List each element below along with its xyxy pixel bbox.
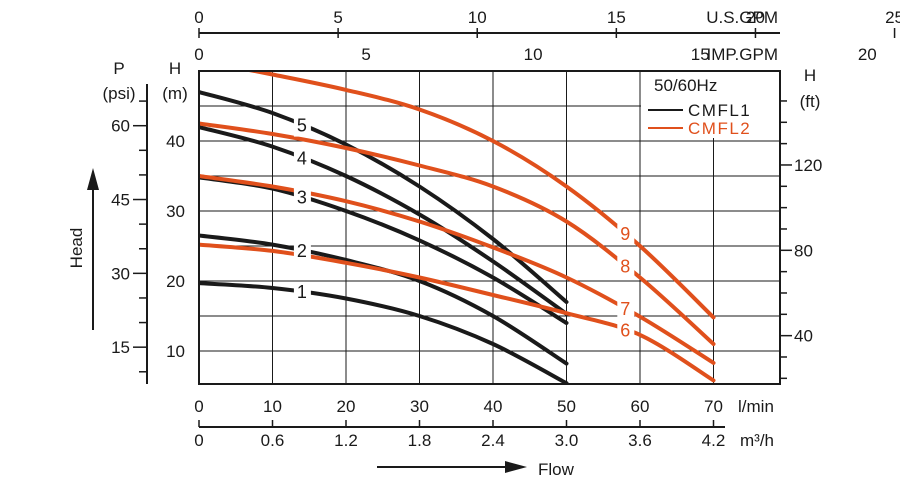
curve-label-bg (617, 256, 635, 278)
impgpm-tick-label: 15 (691, 45, 710, 64)
impgpm-unit-label: IMP.GPM (707, 45, 778, 64)
m-unit-letter: H (169, 59, 181, 78)
lmin-unit-label: l/min (738, 397, 774, 416)
curve-label-bg (293, 148, 311, 170)
psi-unit-label: (psi) (102, 84, 135, 103)
curve-label-bg (293, 187, 311, 209)
curve-5 (199, 90, 569, 304)
curve-1 (199, 281, 569, 384)
curve-label-2: 2 (297, 241, 307, 261)
curve-label-bg (293, 282, 311, 304)
ft-tick-label: 80 (794, 241, 813, 260)
legend-item-cmfl2: CMFL2 (648, 119, 751, 138)
head-label: Head (67, 228, 86, 269)
m-tick-label: 30 (166, 202, 185, 221)
m3h-tick-label: 1.2 (334, 431, 358, 450)
ft-tick-label: 40 (794, 327, 813, 346)
psi-tick-label: 30 (111, 264, 130, 283)
ft-unit-letter: H (804, 66, 816, 85)
lmin-tick-label: 10 (263, 397, 282, 416)
flow-label: Flow (538, 460, 575, 479)
curve-label-bg (293, 240, 311, 262)
impgpm-tick-label: 0 (194, 45, 203, 64)
legend: 50/60Hz CMFL1 CMFL2 (641, 72, 779, 138)
m3h-tick-label: 0.6 (261, 431, 285, 450)
m3h-tick-label: 3.6 (628, 431, 652, 450)
flow-arrow-icon (505, 461, 527, 473)
curve-7 (199, 174, 716, 365)
m3h-unit-label: m³/h (740, 431, 774, 450)
m-tick-label: 10 (166, 342, 185, 361)
usgpm-unit-label: U.S.GPM (706, 8, 778, 27)
ft-tick-label: 120 (794, 156, 822, 175)
head-arrow-icon (87, 168, 99, 190)
flow-axis-title: Flow (377, 460, 575, 479)
lmin-tick-label: 60 (631, 397, 650, 416)
m3h-tick-label: 3.0 (555, 431, 579, 450)
impgpm-tick-label: 10 (524, 45, 543, 64)
usgpm-axis: 0 5 10 15 20 25 U.S.GPM (194, 8, 900, 38)
m3h-tick-label: 1.8 (408, 431, 432, 450)
curve-label-9: 9 (620, 224, 630, 244)
usgpm-tick-label: 25 (885, 8, 900, 27)
m-tick-label: 40 (166, 132, 185, 151)
psi-tick-label: 15 (111, 338, 130, 357)
impgpm-tick-label: 5 (361, 45, 370, 64)
curve-label-7: 7 (620, 299, 630, 319)
psi-tick-label: 60 (111, 117, 130, 136)
curve-label-5: 5 (297, 116, 307, 136)
curve-label-1: 1 (297, 282, 307, 302)
curve-label-bg (293, 115, 311, 137)
legend-label-cmfl1: CMFL1 (688, 101, 751, 120)
usgpm-tick-label: 10 (468, 8, 487, 27)
m-tick-label: 20 (166, 272, 185, 291)
m-axis: 10 20 30 40 H (m) (162, 59, 187, 361)
curve-9 (244, 71, 716, 320)
lmin-tick-label: 40 (484, 397, 503, 416)
impgpm-tick-label: 20 (858, 45, 877, 64)
legend-item-cmfl1: CMFL1 (648, 101, 751, 120)
ft-axis: 40 80 120 H (ft) (780, 66, 822, 380)
head-axis-title: Head (67, 168, 99, 330)
m3h-tick-label: 4.2 (702, 431, 726, 450)
curve-label-bg (617, 224, 635, 246)
m3h-tick-label: 2.4 (481, 431, 505, 450)
psi-tick-label: 45 (111, 191, 130, 210)
legend-heading: 50/60Hz (654, 76, 717, 95)
plot-area: 1 2 3 4 5 67 8 9 (198, 70, 781, 385)
curve-label-bg (617, 298, 635, 320)
usgpm-tick-label: 0 (194, 8, 203, 27)
m3h-axis: 0 0.6 1.2 1.8 2.4 3.0 3.6 4.2 m³/h (194, 420, 774, 450)
curve-8 (199, 121, 716, 346)
lmin-tick-label: 50 (557, 397, 576, 416)
m3h-tick-label: 0 (194, 431, 203, 450)
curve-label-8: 8 (620, 256, 630, 276)
curve-label-bg (617, 320, 635, 342)
curve-label-4: 4 (297, 148, 307, 168)
lmin-tick-label: 70 (704, 397, 723, 416)
lmin-tick-label: 0 (194, 397, 203, 416)
ft-unit-label: (ft) (800, 92, 821, 111)
lmin-tick-label: 30 (410, 397, 429, 416)
legend-label-cmfl2: CMFL2 (688, 119, 751, 138)
usgpm-tick-label: 20 (746, 8, 765, 27)
curve-4 (199, 125, 569, 316)
psi-axis: 15 30 45 60 P (psi) (102, 59, 148, 384)
usgpm-tick-label: 5 (333, 8, 342, 27)
usgpm-tick-label: 15 (607, 8, 626, 27)
m-unit-label: (m) (162, 84, 187, 103)
curve-6 (199, 242, 716, 383)
impgpm-axis: 0 5 10 15 20 IMP.GPM (194, 45, 876, 64)
lmin-tick-label: 20 (337, 397, 356, 416)
curve-label-3: 3 (297, 188, 307, 208)
psi-unit-letter: P (113, 59, 124, 78)
lmin-axis: 0 10 20 30 40 50 60 70 l/min (194, 397, 774, 416)
curve-label-6: 6 (620, 321, 630, 341)
